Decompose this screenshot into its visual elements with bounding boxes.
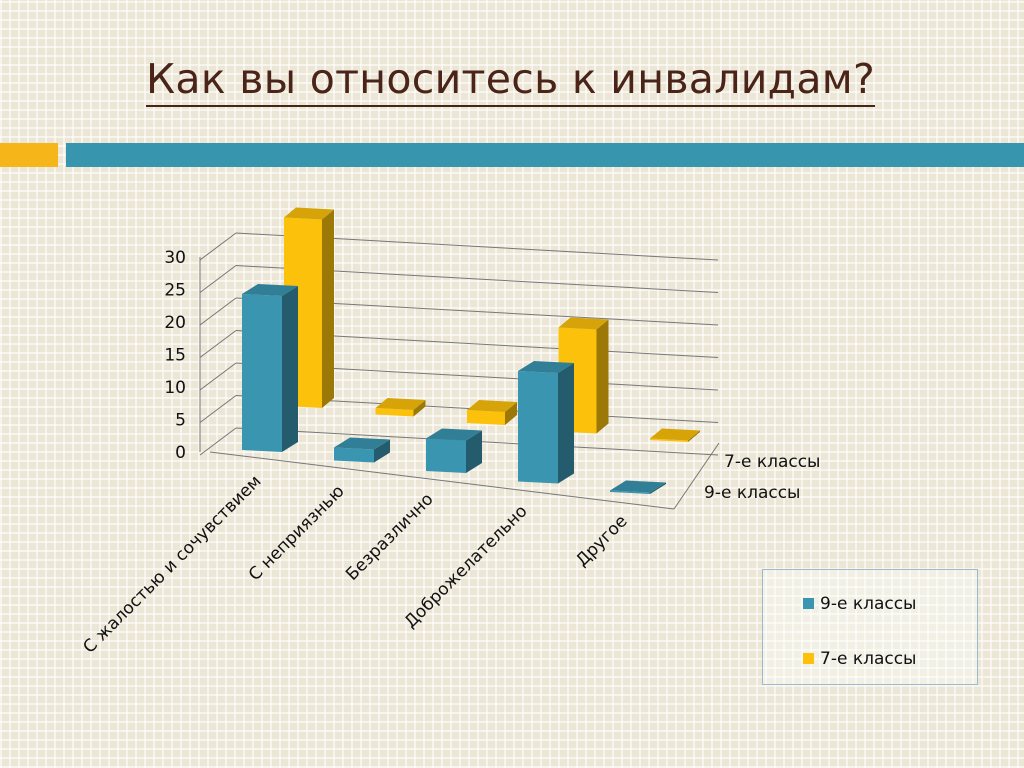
gridline-side-10 bbox=[199, 362, 237, 391]
bar-top bbox=[610, 480, 666, 493]
bar-front bbox=[426, 438, 466, 473]
bar-front bbox=[334, 447, 374, 463]
legend-swatch-7 bbox=[803, 653, 814, 664]
x-tick-label-1: С неприязнью bbox=[245, 481, 349, 585]
y-tick-label-20: 20 bbox=[164, 313, 186, 333]
bar-7-4 bbox=[650, 428, 700, 442]
x-tick-label-3: Доброжелательно bbox=[401, 501, 532, 632]
bar-side bbox=[505, 402, 517, 425]
bar-front bbox=[610, 490, 650, 494]
slide-title: Как вы относитесь к инвалидам? bbox=[146, 55, 876, 108]
bar-side bbox=[596, 319, 609, 434]
gridline-side-5 bbox=[199, 395, 237, 423]
y-tick-label-30: 30 bbox=[164, 248, 186, 268]
bar-9-1 bbox=[334, 437, 390, 463]
bar-top bbox=[467, 400, 517, 412]
bar-side bbox=[282, 286, 298, 452]
legend-label-7: 7-е классы bbox=[820, 649, 917, 669]
bar-front bbox=[242, 294, 282, 452]
bar-top bbox=[558, 317, 609, 330]
bar-side bbox=[374, 439, 390, 463]
y-tick-label-10: 10 bbox=[164, 378, 186, 398]
bar-9-2 bbox=[426, 428, 482, 473]
bar-9-3 bbox=[518, 361, 574, 484]
bar-front bbox=[467, 410, 505, 425]
x-tick-label-0: С жалостью и сочувствием bbox=[79, 471, 265, 657]
bar-side bbox=[558, 363, 574, 484]
x-tick-label-2: Безразлично bbox=[342, 489, 437, 584]
bar-side bbox=[688, 430, 700, 442]
gridline-side-15 bbox=[199, 330, 237, 358]
legend-swatch-9 bbox=[803, 598, 814, 609]
bar-front bbox=[650, 438, 688, 442]
x-tick-label-4: Другое bbox=[572, 511, 631, 570]
gridline-side-25 bbox=[199, 265, 237, 293]
accent-bar-orange bbox=[0, 143, 58, 167]
bar-top bbox=[375, 398, 426, 410]
bar-7-2 bbox=[467, 400, 517, 425]
bar-side bbox=[322, 209, 334, 408]
bar-9-0 bbox=[242, 284, 298, 452]
bar-front bbox=[375, 408, 414, 417]
legend-item-7: 7-е классы bbox=[803, 649, 916, 669]
legend-label-9: 9-е классы bbox=[820, 594, 917, 614]
bar-top bbox=[426, 428, 482, 441]
x-axis-line bbox=[209, 451, 675, 510]
y-tick-label-5: 5 bbox=[175, 411, 186, 431]
bar-front bbox=[518, 371, 558, 484]
bar-top bbox=[518, 361, 574, 373]
bar-top bbox=[334, 437, 390, 450]
gridline-side-0 bbox=[199, 427, 237, 456]
bar-side bbox=[466, 430, 482, 473]
gridline-side-30 bbox=[199, 232, 237, 261]
legend-item-9: 9-е классы bbox=[803, 594, 916, 614]
gridline-side-20 bbox=[199, 297, 237, 326]
bar-side bbox=[650, 482, 666, 494]
bar-9-4 bbox=[610, 480, 666, 494]
accent-bar-teal bbox=[66, 143, 1024, 167]
bar-side bbox=[413, 400, 426, 417]
y-tick-label-15: 15 bbox=[164, 346, 186, 366]
bar-top bbox=[650, 428, 700, 441]
chart-legend: 9-е классы 7-е классы bbox=[762, 569, 978, 685]
bar-top bbox=[284, 207, 334, 220]
depth-label-9: 9-е классы bbox=[704, 483, 800, 503]
bar-top bbox=[242, 284, 298, 296]
bar-7-1 bbox=[375, 398, 426, 417]
depth-label-7: 7-е классы bbox=[724, 452, 820, 472]
y-tick-label-25: 25 bbox=[164, 281, 186, 301]
y-tick-label-0: 0 bbox=[175, 443, 186, 463]
depth-axis-line bbox=[673, 442, 720, 510]
